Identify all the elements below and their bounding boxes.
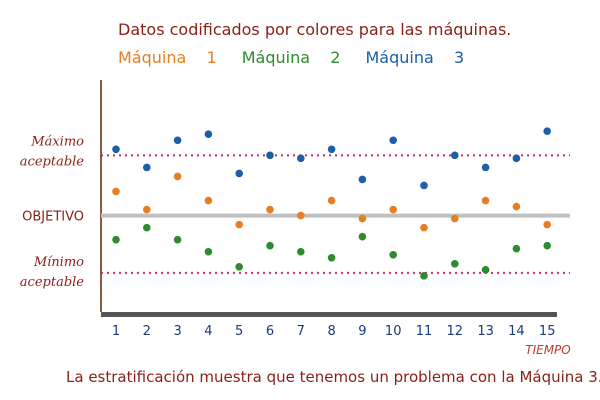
data-point-machine-1 [512, 202, 521, 211]
x-tick-label: 7 [297, 324, 305, 339]
data-point-machine-2 [173, 235, 182, 244]
x-tick-label: 5 [235, 324, 243, 339]
data-point-machine-3 [235, 169, 243, 178]
x-tick-label: 14 [508, 324, 525, 339]
data-point-machine-3 [451, 151, 459, 160]
data-point-machine-3 [266, 151, 274, 160]
data-point-machine-2 [327, 253, 336, 262]
data-point-machine-2 [543, 241, 551, 250]
data-point-machine-1 [112, 187, 120, 196]
x-tick-label: 1 [112, 324, 120, 339]
x-axis [101, 312, 557, 317]
data-point-machine-3 [112, 145, 120, 154]
x-tick-label: 2 [143, 324, 151, 339]
data-point-machine-2 [358, 232, 367, 241]
legend-prefix: Máquina [241, 48, 311, 67]
legend-prefix: Máquina [365, 48, 434, 67]
data-point-machine-2 [143, 223, 151, 232]
data-point-machine-1 [481, 196, 490, 205]
legend-item-machine-1: Máquina 1 [118, 48, 227, 67]
data-point-machine-1 [266, 205, 274, 214]
max-label-line1: Máximo [30, 134, 84, 149]
data-point-machine-2 [389, 250, 398, 259]
data-point-machine-2 [112, 235, 120, 244]
data-point-machine-2 [204, 247, 213, 256]
x-tick-labels: 1 2 3 4 5 6 7 8 9 10 11 12 13 14 15 [112, 324, 556, 339]
data-points [112, 127, 551, 280]
data-point-machine-3 [481, 163, 490, 172]
data-point-machine-2 [451, 259, 459, 268]
data-point-machine-3 [389, 136, 398, 145]
x-tick-label: 10 [385, 324, 402, 339]
min-label-line1: Mínimo [33, 255, 84, 270]
data-point-machine-2 [512, 244, 521, 253]
data-point-machine-3 [420, 181, 428, 190]
data-point-machine-3 [512, 154, 521, 163]
data-point-machine-1 [235, 220, 243, 229]
data-point-machine-2 [266, 241, 274, 250]
x-tick-label: 15 [539, 324, 556, 339]
x-tick-label: 6 [266, 324, 274, 339]
data-point-machine-3 [297, 154, 305, 163]
legend-number: 3 [453, 48, 465, 67]
data-point-machine-1 [204, 196, 213, 205]
data-point-machine-1 [451, 214, 459, 223]
data-point-machine-3 [204, 130, 213, 139]
legend-item-machine-3: Máquina 3 [366, 48, 475, 67]
data-point-machine-2 [420, 272, 428, 280]
x-tick-label: 11 [416, 324, 433, 339]
data-point-machine-2 [235, 263, 243, 271]
legend: Máquina 1 Máquina 2 Máquina 3 [118, 48, 484, 67]
legend-item-machine-2: Máquina 2 [242, 48, 351, 67]
legend-prefix: Máquina [118, 48, 187, 67]
x-tick-label: 13 [477, 324, 494, 339]
data-point-machine-2 [481, 266, 490, 274]
min-label-line2: aceptable [20, 275, 85, 290]
x-tick-label: 9 [358, 324, 366, 339]
data-point-machine-3 [143, 163, 151, 172]
data-point-machine-3 [543, 127, 551, 136]
x-tick-label: 12 [447, 324, 464, 339]
data-point-machine-2 [297, 247, 305, 256]
data-point-machine-1 [420, 223, 428, 232]
data-point-machine-1 [543, 220, 551, 229]
data-point-machine-1 [297, 211, 305, 220]
x-axis-label: TIEMPO [525, 343, 571, 357]
legend-number: 1 [206, 48, 217, 67]
chart-title: Datos codificados por colores para las m… [118, 20, 512, 39]
x-tick-label: 8 [327, 324, 335, 339]
data-point-machine-1 [143, 205, 151, 214]
max-label-line2: aceptable [20, 154, 85, 169]
data-point-machine-3 [327, 145, 336, 154]
target-label: OBJETIVO [22, 210, 84, 225]
chart-caption: La estratificación muestra que tenemos u… [66, 368, 600, 386]
data-point-machine-3 [173, 136, 182, 145]
data-point-machine-1 [327, 196, 336, 205]
data-point-machine-1 [358, 214, 367, 223]
x-tick-label: 3 [173, 324, 181, 339]
legend-number: 2 [330, 48, 341, 67]
data-point-machine-1 [389, 205, 398, 214]
data-point-machine-3 [358, 175, 367, 184]
x-tick-label: 4 [204, 324, 212, 339]
data-point-machine-1 [173, 172, 182, 181]
